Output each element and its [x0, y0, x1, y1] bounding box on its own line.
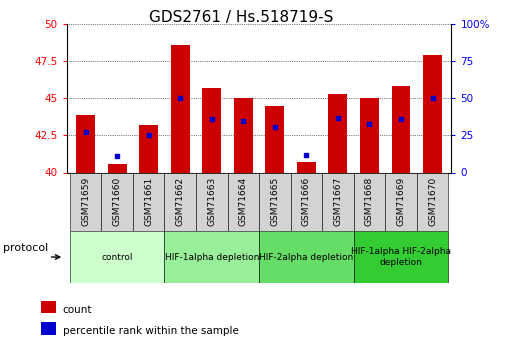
- Bar: [322, 172, 353, 231]
- Point: [208, 116, 216, 122]
- Point: [302, 152, 310, 157]
- Text: HIF-2alpha depletion: HIF-2alpha depletion: [259, 253, 353, 262]
- Point: [82, 130, 90, 135]
- Text: GSM71665: GSM71665: [270, 177, 280, 226]
- Bar: [70, 231, 165, 283]
- Text: GDS2761 / Hs.518719-S: GDS2761 / Hs.518719-S: [149, 10, 333, 25]
- Bar: [265, 106, 284, 172]
- Bar: [228, 172, 259, 231]
- Point: [397, 116, 405, 122]
- Bar: [70, 172, 102, 231]
- Point: [428, 96, 437, 101]
- Bar: [290, 172, 322, 231]
- Point: [113, 154, 121, 159]
- Text: GSM71664: GSM71664: [239, 177, 248, 226]
- Text: GSM71662: GSM71662: [176, 177, 185, 226]
- Point: [365, 121, 373, 126]
- Text: count: count: [63, 305, 92, 315]
- Bar: [41, 301, 56, 313]
- Bar: [297, 162, 316, 172]
- Bar: [108, 164, 127, 172]
- Bar: [196, 172, 228, 231]
- Bar: [133, 172, 165, 231]
- Bar: [171, 45, 190, 172]
- Text: GSM71661: GSM71661: [144, 177, 153, 226]
- Text: HIF-1alpha HIF-2alpha
depletion: HIF-1alpha HIF-2alpha depletion: [351, 247, 451, 267]
- Bar: [165, 172, 196, 231]
- Text: GSM71666: GSM71666: [302, 177, 311, 226]
- Text: protocol: protocol: [3, 244, 48, 253]
- Text: GSM71669: GSM71669: [397, 177, 405, 226]
- Text: GSM71670: GSM71670: [428, 177, 437, 226]
- Point: [176, 96, 184, 101]
- Bar: [165, 231, 259, 283]
- Text: GSM71668: GSM71668: [365, 177, 374, 226]
- Bar: [353, 172, 385, 231]
- Text: control: control: [102, 253, 133, 262]
- Text: GSM71660: GSM71660: [113, 177, 122, 226]
- Bar: [385, 172, 417, 231]
- Point: [145, 132, 153, 138]
- Text: percentile rank within the sample: percentile rank within the sample: [63, 326, 239, 336]
- Bar: [423, 55, 442, 172]
- Bar: [202, 88, 221, 172]
- Text: HIF-1alpha depletion: HIF-1alpha depletion: [165, 253, 259, 262]
- Point: [239, 118, 247, 123]
- Bar: [76, 115, 95, 172]
- Bar: [102, 172, 133, 231]
- Bar: [41, 322, 56, 335]
- Bar: [360, 98, 379, 172]
- Bar: [391, 87, 410, 172]
- Text: GSM71663: GSM71663: [207, 177, 216, 226]
- Bar: [234, 98, 253, 172]
- Bar: [259, 231, 353, 283]
- Text: GSM71659: GSM71659: [81, 177, 90, 226]
- Bar: [353, 231, 448, 283]
- Point: [334, 115, 342, 120]
- Bar: [417, 172, 448, 231]
- Bar: [139, 125, 158, 172]
- Text: GSM71667: GSM71667: [333, 177, 342, 226]
- Bar: [328, 94, 347, 172]
- Bar: [259, 172, 290, 231]
- Point: [271, 124, 279, 129]
